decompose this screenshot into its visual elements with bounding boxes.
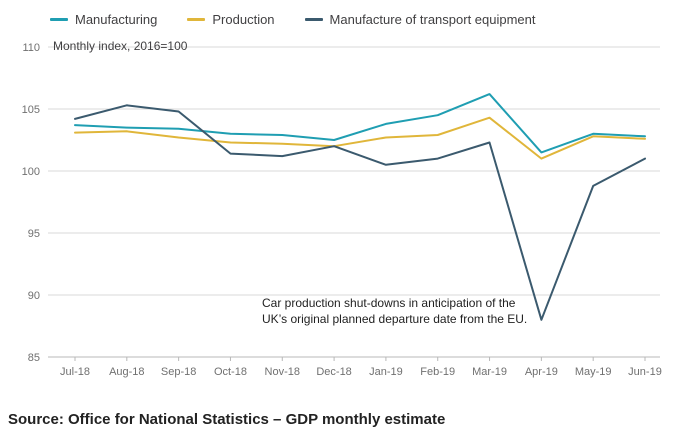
y-tick-label: 100 (22, 166, 40, 178)
chart-legend: Manufacturing Production Manufacture of … (50, 12, 536, 27)
y-tick-label: 95 (28, 228, 40, 240)
series-line-manufacturing (74, 93, 646, 154)
legend-label: Manufacture of transport equipment (329, 12, 536, 27)
x-tick-label: Mar-19 (472, 366, 507, 378)
legend-swatch-transport-equipment (304, 18, 323, 21)
x-tick-label: Jul-18 (60, 366, 90, 378)
x-tick-label: Jan-19 (369, 366, 403, 378)
chart-subtitle: Monthly index, 2016=100 (53, 39, 188, 53)
legend-label: Manufacturing (75, 12, 158, 27)
x-tick-label: Feb-19 (420, 366, 455, 378)
x-tick-label: Aug-18 (109, 366, 144, 378)
legend-swatch-manufacturing (50, 18, 68, 21)
y-tick-label: 85 (28, 352, 40, 364)
annotation-line-1: Car production shut-downs in anticipatio… (262, 296, 516, 310)
legend-item-manufacturing[interactable]: Manufacturing (50, 12, 157, 27)
chart-container: Manufacturing Production Manufacture of … (22, 12, 662, 378)
y-tick-label: 105 (22, 104, 40, 116)
legend-swatch-production (187, 18, 206, 21)
y-tick-label: 90 (28, 290, 40, 302)
x-tick-label: Oct-18 (214, 366, 247, 378)
x-tick-label: Sep-18 (161, 366, 196, 378)
annotation-line-2: UK’s original planned departure date fro… (262, 312, 527, 326)
series-line-manufacture-of-transport-equipment (74, 104, 646, 321)
x-tick-label: May-19 (575, 366, 612, 378)
x-tick-label: Nov-18 (265, 366, 300, 378)
legend-item-transport-equipment[interactable]: Manufacture of transport equipment (304, 12, 536, 27)
source-bar: Source: Office for National Statistics –… (0, 396, 675, 442)
x-tick-label: Jun-19 (628, 366, 662, 378)
legend-label: Production (212, 12, 275, 27)
y-tick-label: 110 (22, 42, 40, 54)
source-text: Source: Office for National Statistics –… (8, 410, 446, 428)
x-tick-label: Dec-18 (316, 366, 351, 378)
x-tick-label: Apr-19 (525, 366, 558, 378)
series-line-production (74, 116, 646, 160)
chart-svg: 85 90 95 100 105 110 Jul-18 Aug-18 Sep-18 Oct-18 N… (22, 39, 662, 378)
legend-item-production[interactable]: Production (187, 12, 275, 27)
